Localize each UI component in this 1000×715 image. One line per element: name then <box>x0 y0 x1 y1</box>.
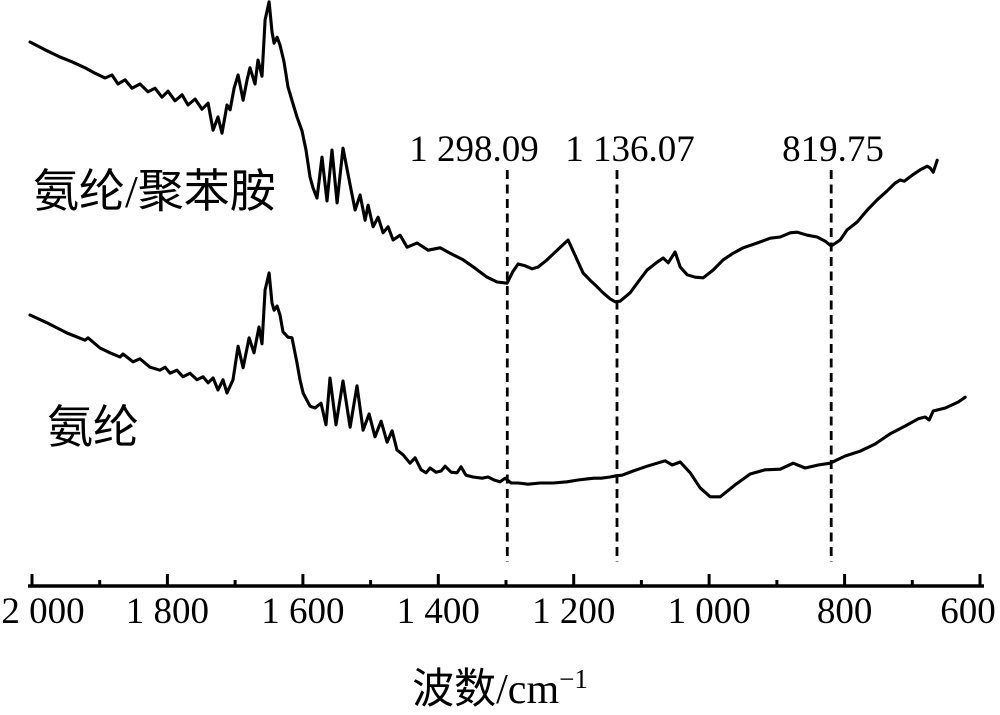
peak-wavenumber-label-819.75: 819.75 <box>782 129 884 170</box>
peak-wavenumber-label-1298.09: 1 298.09 <box>409 129 539 170</box>
series-label-spandex-polyaniline: 氨纶/聚苯胺 <box>33 166 276 217</box>
spectra-curves-group <box>28 0 967 499</box>
spectrum-curve-spandex <box>28 271 967 499</box>
x-axis-tick-label-800: 800 <box>817 591 873 632</box>
x-axis-group: 2 000 1 800 1 600 1 400 1 200 1 000 800 600 <box>1 574 996 632</box>
x-axis-title-superscript: −1 <box>559 664 588 694</box>
x-axis-tick-label-1600: 1 600 <box>261 591 344 632</box>
peak-annotations-group: 1 298.09 1 136.07 819.75 <box>409 129 884 562</box>
x-axis-title: 波数/cm−1 <box>412 664 588 713</box>
x-axis-title-main: 波数/cm <box>412 667 559 713</box>
x-axis-tick-label-1400: 1 400 <box>397 591 480 632</box>
peak-wavenumber-label-1136.07: 1 136.07 <box>565 129 695 170</box>
series-label-spandex: 氨纶 <box>47 402 139 453</box>
x-axis-tick-label-2000: 2 000 <box>1 591 84 632</box>
spectrum-curve-spandex-polyaniline <box>28 0 939 304</box>
x-axis-tick-label-600: 600 <box>940 591 996 632</box>
x-axis-tick-label-1000: 1 000 <box>667 591 750 632</box>
x-axis-tick-label-1200: 1 200 <box>532 591 615 632</box>
x-axis-tick-label-1800: 1 800 <box>126 591 209 632</box>
